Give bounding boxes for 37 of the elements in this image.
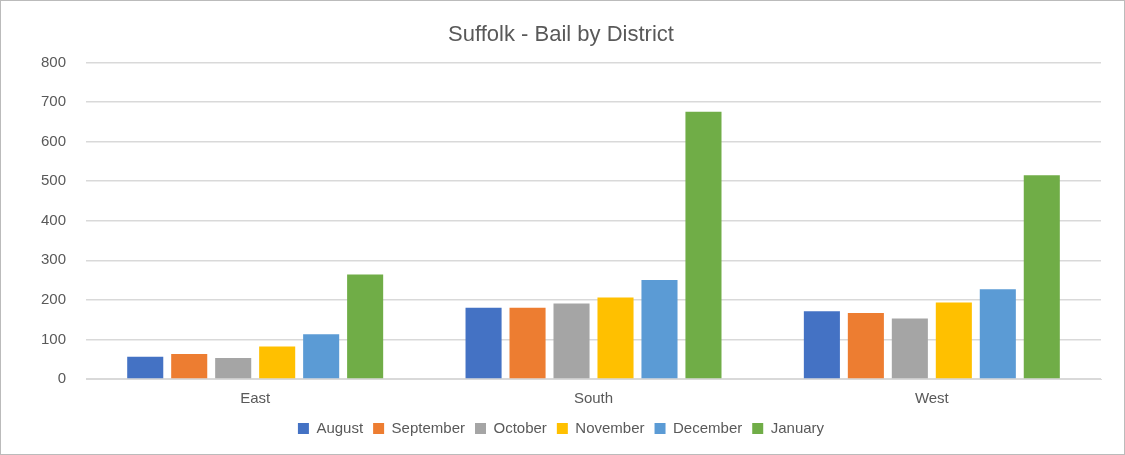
legend-label: October <box>493 418 547 436</box>
bar <box>891 318 928 379</box>
bar <box>979 289 1016 379</box>
y-tick-label: 800 <box>41 52 67 70</box>
x-tick-label: South <box>573 389 614 407</box>
bar <box>465 307 502 379</box>
bar <box>215 358 252 379</box>
bar <box>847 312 884 379</box>
chart-title: Suffolk - Bail by District <box>448 21 674 47</box>
bar <box>509 307 546 379</box>
bar <box>1023 175 1060 379</box>
bar <box>803 311 840 379</box>
bar <box>935 302 972 379</box>
legend-label: January <box>770 418 825 436</box>
y-tick-label: 500 <box>41 171 67 189</box>
bar <box>347 274 384 379</box>
bar <box>303 334 340 379</box>
y-tick-label: 100 <box>41 329 67 347</box>
y-tick-label: 0 <box>57 369 67 387</box>
y-tick-label: 200 <box>41 289 67 307</box>
bar <box>259 346 296 379</box>
legend-label: August <box>316 418 364 436</box>
bar <box>685 111 722 379</box>
legend-label: September <box>391 418 465 436</box>
bar <box>127 356 164 379</box>
bar <box>553 303 590 379</box>
y-tick-label: 300 <box>41 250 67 268</box>
y-tick-label: 400 <box>41 210 67 228</box>
bar <box>597 297 634 379</box>
x-tick-label: West <box>914 389 950 407</box>
x-tick-label: East <box>240 389 272 407</box>
bar <box>171 354 208 379</box>
y-tick-label: 600 <box>41 131 67 149</box>
y-tick-label: 700 <box>41 92 67 110</box>
legend-label: December <box>673 418 743 436</box>
legend-label: November <box>575 418 645 436</box>
bar <box>641 280 678 379</box>
